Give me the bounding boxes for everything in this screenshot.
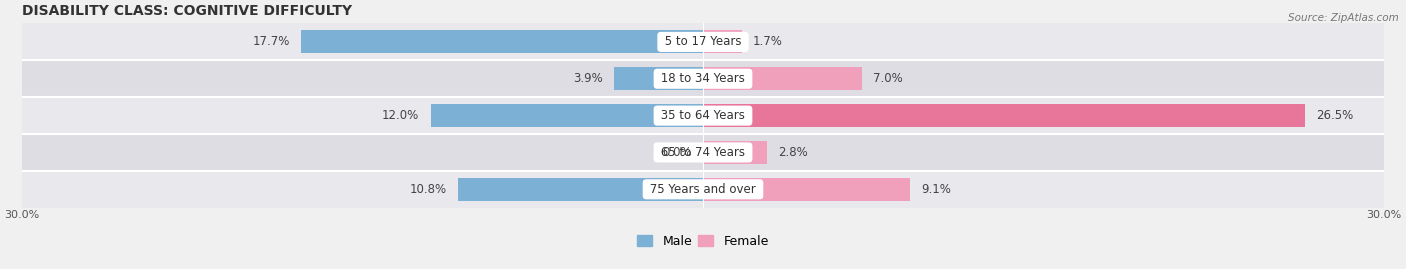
Text: 65 to 74 Years: 65 to 74 Years [657,146,749,159]
Bar [21,23,1385,60]
Bar [703,141,766,164]
Text: 35 to 64 Years: 35 to 64 Years [657,109,749,122]
Legend: Male, Female: Male, Female [633,230,773,253]
Bar [703,67,862,90]
Bar [703,104,1305,127]
Bar [21,171,1385,208]
Bar [703,178,910,201]
Bar [21,134,1385,171]
Text: 9.1%: 9.1% [921,183,950,196]
Bar [458,178,703,201]
Bar [703,104,1305,127]
Bar [21,60,1385,97]
Text: 18 to 34 Years: 18 to 34 Years [657,72,749,85]
Text: 12.0%: 12.0% [382,109,419,122]
Text: 2.8%: 2.8% [778,146,807,159]
Bar [430,104,703,127]
Text: 5 to 17 Years: 5 to 17 Years [661,36,745,48]
Text: 10.8%: 10.8% [409,183,447,196]
Text: Source: ZipAtlas.com: Source: ZipAtlas.com [1288,13,1399,23]
Text: 7.0%: 7.0% [873,72,903,85]
Text: 3.9%: 3.9% [574,72,603,85]
Text: DISABILITY CLASS: COGNITIVE DIFFICULTY: DISABILITY CLASS: COGNITIVE DIFFICULTY [21,4,351,18]
Bar [301,30,703,53]
Bar [703,30,741,53]
Text: 0.0%: 0.0% [662,146,692,159]
Bar [21,97,1385,134]
Text: 26.5%: 26.5% [1316,109,1354,122]
Text: 1.7%: 1.7% [754,36,783,48]
Text: 75 Years and over: 75 Years and over [647,183,759,196]
Text: 17.7%: 17.7% [252,36,290,48]
Bar [614,67,703,90]
